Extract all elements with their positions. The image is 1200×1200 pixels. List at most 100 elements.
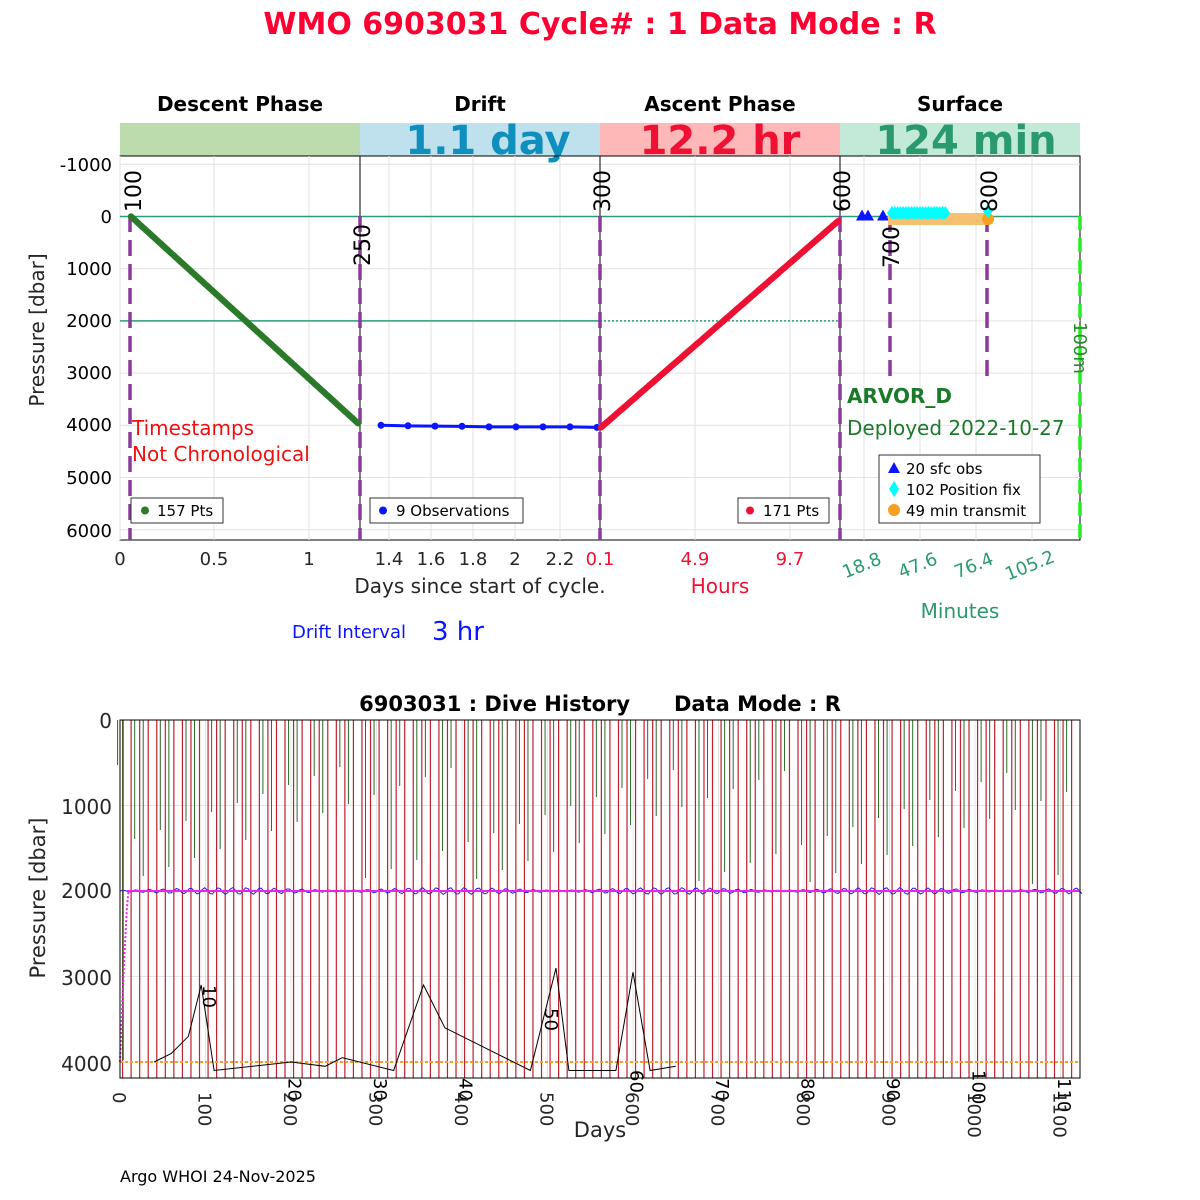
surface-legend-text: 49 min transmit [906,502,1026,520]
bottom-x-tick: 700 [707,1092,728,1126]
descent-x-ticks: 0 0.5 1 [114,549,314,570]
ascent-x-ticks: 0.1 4.9 9.7 [586,549,805,570]
ascent-x-axis-label: Hours [691,574,750,598]
drift-legend-box [369,497,524,524]
cycle-label: 70 [711,1078,732,1101]
sfc-obs-triangle [862,209,874,221]
bottom-x-tick: 1000 [963,1092,984,1138]
cycle-marker-label: 700 [880,226,905,268]
cycle-label: 40 [454,1078,475,1101]
ascent-point [834,218,842,225]
sfc-obs-triangle-icon [888,462,900,473]
top-y-tick: -1000 [60,155,112,176]
cycle-label: 90 [882,1078,903,1101]
drift-point [512,423,520,431]
cycle-marker-label: 100 [122,170,147,212]
timestamp-note-line1: Timestamps [131,416,254,440]
cycle-marker-label: 300 [591,170,616,212]
descent-legend: 157 Pts [130,497,224,524]
dive-history-title: 6903031 : Dive History Data Mode : R [359,692,841,716]
bottom-x-tick: 800 [792,1092,813,1126]
ascent-x-tick: 4.9 [681,549,710,570]
surface-x-tick: 76.4 [951,549,996,583]
bottom-y-axis-label: Pressure [dbar] [26,818,50,979]
drift-x-ticks: 1.4 1.6 1.8 2 2.2 [375,549,575,570]
bottom-x-tick: 500 [536,1092,557,1126]
top-chart [119,155,1082,541]
phase-label-ascent: Ascent Phase [644,92,795,116]
descent-x-tick: 0 [114,549,125,570]
bottom-marks: 10 20 30 40 50 60 70 80 90 100 110 [117,720,1083,1112]
bottom-chart: 10 20 30 40 50 60 70 80 90 100 110 [117,719,1083,1112]
ascent-duration: 12.2 hr [640,118,801,164]
drift-point [485,423,493,431]
drift-x-tick: 1.4 [375,549,404,570]
cycle-label: 80 [796,1078,817,1101]
top-y-ticks: -1000 0 1000 2000 3000 4000 5000 6000 [60,155,112,542]
drift-legend-text: 9 Observations [396,502,510,520]
phase-band-surface [840,123,1080,156]
drift-x-tick: 1.8 [459,549,488,570]
phase-band-ascent [600,123,840,156]
drift-point [458,422,466,430]
descent-x-axis-label: Days since start of cycle. [354,574,605,598]
phase-label-surface: Surface [917,92,1003,116]
top-y-tick: 4000 [66,415,112,436]
surface-legend-box [878,454,1041,524]
bottom-y-tick: 0 [99,709,112,733]
cycle-label: 20 [283,1078,304,1101]
surface-duration: 124 min [875,118,1056,164]
ascent-legend-marker [746,506,754,515]
bottom-x-tick: 1100 [1049,1092,1070,1138]
cycle-label: 110 [1053,1078,1074,1112]
ascent-x-tick: 9.7 [776,549,805,570]
surface-x-ticks: 18.8 47.6 76.4 105.2 [839,547,1057,586]
top-marks [127,204,1082,540]
bottom-y-tick: 3000 [61,966,112,990]
drift-point [539,423,547,431]
deployment-date: Deployed 2022-10-27 [847,416,1065,440]
top-y-axis-label: Pressure [dbar] [25,253,49,406]
page-title: WMO 6903031 Cycle# : 1 Data Mode : R [263,7,936,42]
top-y-tick: 1000 [66,259,112,280]
descent-x-tick: 0.5 [200,549,229,570]
transmit-circle-icon [888,504,900,516]
bottom-x-tick: 900 [878,1092,899,1126]
cycle-label: 10 [198,985,219,1008]
bottom-x-tick: 200 [279,1092,300,1126]
phase-label-drift: Drift [454,92,506,116]
sfc-obs-triangle [877,209,889,221]
bottom-x-tick: 300 [365,1092,386,1126]
surface-x-tick: 47.6 [895,549,940,583]
drift-x-tick: 2.2 [546,549,575,570]
drift-point [431,422,439,430]
cycle-marker-label: 100m [1069,322,1090,374]
ascent-x-tick: 0.1 [586,549,615,570]
cycle-marker-label: 800 [978,170,1003,212]
bottom-x-tick: 600 [621,1092,642,1126]
surface-legend-text: 102 Position fix [906,481,1021,499]
surface-legend-text: 20 sfc obs [906,460,983,478]
descent-legend-marker [141,506,149,515]
drift-x-tick: 2 [509,549,520,570]
ascent-legend-text: 171 Pts [763,502,819,520]
transmit-point [982,213,994,225]
bottom-x-tick: 0 [108,1092,129,1103]
float-type: ARVOR_D [847,384,952,408]
cycle-label: 30 [369,1078,390,1101]
bottom-plot-frame [119,719,1081,1079]
drift-point [377,421,385,429]
position-fix [940,206,951,220]
position-fix-diamond-icon [889,481,899,497]
cycle-marker-label: 250 [351,224,376,266]
cycle-marker-label: 600 [831,170,856,212]
phase-band-drift [360,123,600,156]
top-y-tick: 2000 [66,311,112,332]
phase-band-descent [120,123,360,156]
descent-point [354,420,362,427]
ascent-legend: 171 Pts [737,497,830,524]
surface-x-axis-label: Minutes [921,599,1000,623]
drift-point [566,423,574,431]
descent-legend-text: 157 Pts [157,502,213,520]
bottom-y-tick: 4000 [61,1052,112,1076]
